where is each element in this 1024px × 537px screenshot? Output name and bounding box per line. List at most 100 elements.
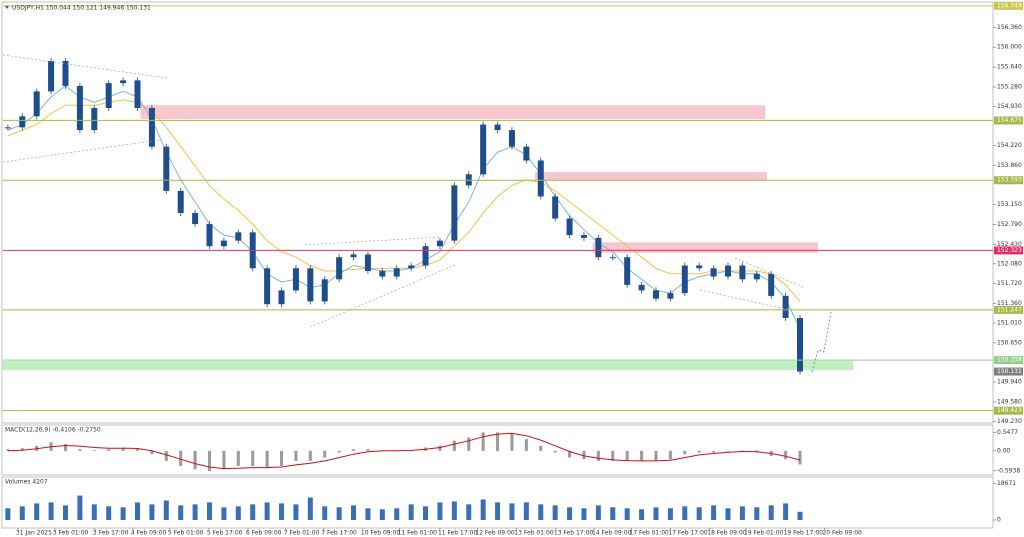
macd-bar — [294, 450, 298, 461]
volume-bar — [149, 504, 155, 520]
zone — [535, 172, 767, 181]
level-tag — [994, 176, 1023, 185]
candle — [724, 265, 731, 277]
macd-bar — [150, 450, 154, 455]
volume-bar — [178, 505, 184, 520]
candle — [797, 318, 804, 372]
trend-line — [734, 257, 806, 289]
volume-bar — [163, 500, 169, 520]
candle — [91, 108, 98, 131]
volume-bar — [91, 504, 97, 520]
candle — [552, 196, 559, 219]
volume-bar — [19, 506, 25, 520]
macd-bar — [625, 450, 629, 461]
candle — [753, 273, 760, 280]
x-tick-label: 14 Feb 09:00 — [592, 530, 632, 537]
macd-bar — [481, 432, 485, 451]
volume-bar — [408, 504, 414, 520]
y-tick-label: 149.940 — [997, 379, 1022, 386]
candle — [336, 257, 343, 280]
volume-bar — [653, 507, 659, 520]
volume-bar — [523, 502, 529, 520]
volume-title: Volumes 4207 — [5, 479, 48, 486]
y-tick-label: 156.360 — [997, 24, 1022, 31]
y-tick-label: 155.640 — [997, 64, 1022, 71]
candle — [393, 268, 400, 277]
volume-bar — [595, 505, 601, 520]
volume-bar — [610, 507, 616, 520]
candle — [408, 265, 415, 269]
macd-bar — [582, 450, 586, 460]
macd-bar — [553, 450, 557, 453]
zone — [592, 242, 819, 253]
volume-bar — [394, 508, 400, 520]
volume-bar — [264, 502, 270, 520]
candle — [379, 271, 386, 277]
candle — [192, 213, 199, 225]
last-price-tag — [994, 367, 1023, 376]
candle — [696, 265, 703, 269]
level-label: 154.675 — [997, 117, 1022, 124]
x-tick-label: 7 Feb 01:00 — [284, 530, 320, 537]
y-tick-label: 152.080 — [997, 260, 1022, 267]
macd-bar — [697, 450, 701, 453]
candle — [48, 61, 55, 92]
y-tick-label: 0.5477 — [997, 429, 1018, 436]
macd-bar — [208, 450, 212, 471]
volume-bar — [235, 506, 241, 520]
volume-bar — [797, 511, 803, 520]
macd-bar — [6, 449, 10, 451]
level-label: 149.423 — [997, 407, 1022, 414]
y-tick-label: 155.280 — [997, 84, 1022, 91]
candle — [364, 254, 371, 272]
candle — [177, 190, 184, 213]
candle — [292, 268, 299, 291]
volume-bar — [451, 501, 457, 520]
candle — [278, 290, 285, 305]
macd-bar — [280, 450, 284, 466]
y-tick-label: 149.230 — [997, 418, 1022, 425]
candle — [19, 116, 26, 128]
macd-bar — [668, 450, 672, 460]
candle — [508, 130, 515, 147]
volume-bar — [567, 507, 573, 520]
volume-bar — [509, 503, 515, 520]
volume-bar — [696, 507, 702, 520]
y-tick-label: 154.220 — [997, 142, 1022, 149]
level-tag — [994, 246, 1023, 255]
candle — [321, 279, 328, 302]
macd-bar — [136, 449, 140, 451]
macd-bar — [63, 444, 67, 451]
macd-bar — [640, 450, 644, 461]
candle — [134, 80, 141, 108]
y-tick-label: 154.930 — [997, 103, 1022, 110]
header: USDJPY,H1 150.044 150.121 149.946 150.13… — [12, 5, 151, 12]
macd-bar — [712, 450, 716, 453]
macd-bar — [726, 450, 730, 452]
zone — [2, 361, 854, 370]
volume-bar — [639, 509, 645, 520]
candle — [667, 293, 674, 299]
main-pane — [1, 1, 994, 424]
x-tick-label: 11 Feb 01:00 — [398, 530, 438, 537]
candle — [235, 232, 242, 241]
volume-bar — [437, 502, 443, 520]
macd-bar — [539, 445, 543, 451]
x-tick-label: 13 Feb 17:00 — [554, 530, 594, 537]
volume-bar — [379, 509, 385, 520]
x-tick-label: 31 Jan 2025 — [16, 530, 52, 537]
x-tick-label: 18 Feb 09:00 — [707, 530, 747, 537]
candle — [624, 257, 631, 285]
candle — [62, 61, 69, 86]
x-tick-label: 5 Feb 17:00 — [207, 530, 243, 537]
volume-bar — [365, 508, 371, 520]
macd-signal — [7, 432, 801, 470]
macd-bar — [524, 439, 528, 451]
y-tick-label: 18671 — [997, 480, 1016, 487]
candle — [580, 235, 587, 238]
level-tag — [994, 116, 1023, 125]
volume-bar — [581, 508, 587, 520]
y-tick-label: 0 — [997, 517, 1001, 524]
